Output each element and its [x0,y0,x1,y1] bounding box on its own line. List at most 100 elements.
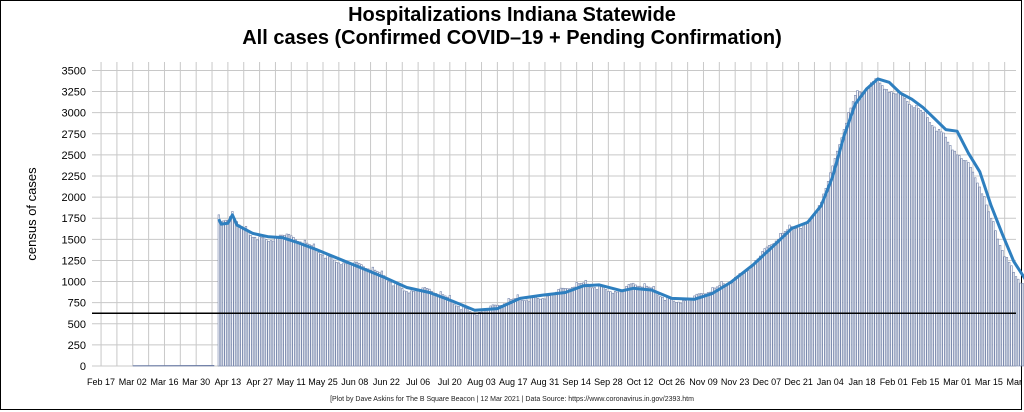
bar [758,255,762,367]
bar [609,291,612,367]
bar [695,293,698,367]
bar [231,211,234,367]
bar [967,162,970,367]
bar [602,286,605,367]
bar [475,314,479,367]
bar [643,283,646,367]
bar [353,261,356,367]
bar [668,298,671,367]
bar [233,218,236,367]
bar [1003,256,1006,367]
bar [247,230,250,367]
bar [548,295,551,367]
bar [894,93,898,367]
bar [686,298,689,367]
bar [983,196,986,367]
bar [251,236,254,367]
bar [697,293,701,367]
bar [897,92,900,367]
bar [312,243,316,367]
bar [641,286,644,367]
y-tick-label: 1750 [62,213,86,225]
bar [654,290,658,367]
bar [328,256,331,367]
bar [317,252,320,367]
bar [530,297,533,367]
bar [432,292,436,367]
bar [344,263,347,367]
bar [638,285,642,367]
x-tick-label: Jun 22 [373,377,400,387]
bar [725,284,728,367]
bar [627,284,630,367]
bar [235,221,239,367]
bar [634,284,637,367]
bar [808,219,812,367]
bar [919,110,922,367]
y-tick-label: 2500 [62,150,86,162]
bar [691,298,694,367]
bar [349,263,352,367]
bar [867,88,870,367]
bar [1021,283,1024,367]
bar [684,300,687,367]
bar [267,241,270,367]
bar [582,282,585,367]
bar [598,285,601,367]
bar [679,302,682,367]
bar [1008,261,1011,367]
bar [561,287,565,367]
bar [489,305,492,367]
bar [987,211,990,367]
bar [464,308,467,367]
bar [790,226,793,367]
bar [625,285,628,367]
bar [450,299,454,367]
x-tick-label: Jul 06 [406,377,430,387]
bar [285,233,288,367]
bar [623,289,626,367]
bar [700,293,703,367]
bar [681,300,685,367]
bar [546,295,549,367]
bar [890,91,893,367]
bar [1012,271,1015,367]
x-tick-label: Dec 07 [753,377,782,387]
bar [672,300,676,367]
bar [351,263,354,367]
bar [453,303,456,367]
bar [437,294,440,367]
bar [441,294,445,367]
bar [244,226,248,367]
bar [978,186,981,367]
credit-line: [Plot by Dave Askins for The B Square Be… [330,396,694,403]
bar [428,288,431,367]
y-tick-label: 1250 [62,255,86,267]
bar [910,105,913,367]
bar [781,232,784,367]
bar [906,101,909,367]
bar [509,299,513,367]
bar [385,279,388,367]
bar [306,242,309,367]
bar [847,112,850,367]
bar [555,291,558,367]
chart-subtitle: All cases (Confirmed COVID–19 + Pending … [242,27,782,49]
bar [337,262,340,367]
bar [917,108,920,367]
bar [761,251,764,367]
bar [994,230,997,367]
bar [292,237,295,367]
bar [430,290,433,367]
bar [965,160,968,367]
x-tick-label: Feb 15 [911,377,939,387]
y-tick-label: 2000 [62,192,86,204]
bar [217,214,220,367]
bar [423,287,427,367]
bar [946,141,950,367]
bar [704,293,707,367]
bar [718,285,721,367]
bar [367,268,370,367]
bar [863,90,866,367]
bar [537,297,540,367]
